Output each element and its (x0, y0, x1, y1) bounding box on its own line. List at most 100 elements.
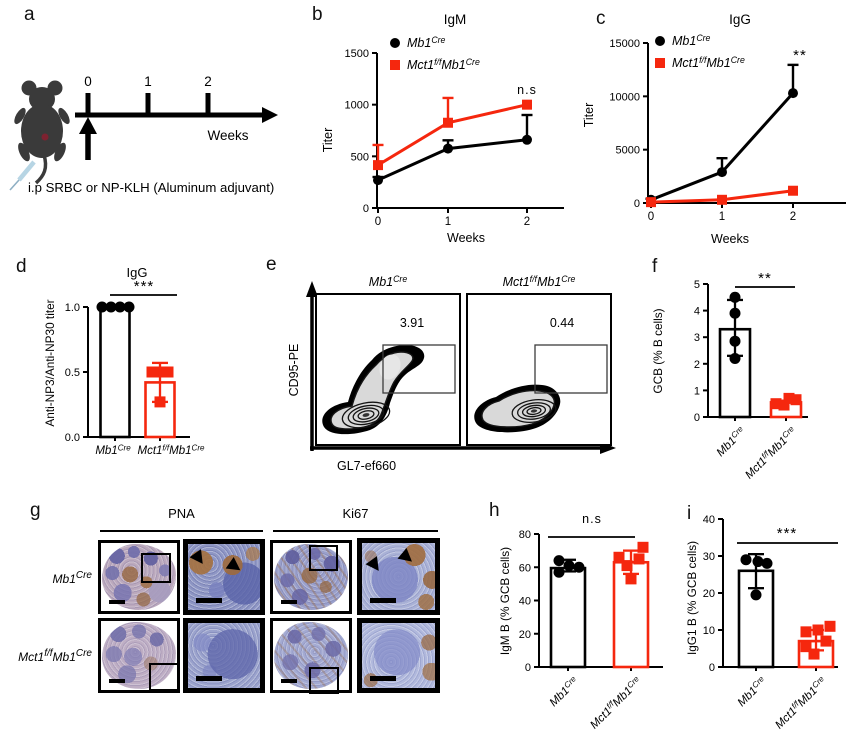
data-point-circle (573, 561, 585, 573)
ihc-column-header-pna: PNA (168, 506, 195, 521)
data-point-square (522, 99, 532, 110)
gcb-gate-knockout (534, 344, 608, 394)
chart-title: IgG (729, 12, 751, 27)
x-category-label: Mb1Cre (95, 443, 131, 457)
x-tick-label: 2 (790, 211, 796, 223)
gate-value-control: 3.91 (400, 316, 424, 330)
x-category-label: Mct1f/fMb1Cre (138, 443, 206, 457)
data-point-square (146, 366, 158, 378)
y-axis-label: IgG1 B (% GCB cells) (685, 541, 699, 655)
flow-x-axis-label: GL7-ef660 (337, 459, 396, 473)
timeline-tick-2: 2 (204, 74, 212, 89)
legend-label: Mct1f/fMb1Cre (407, 57, 480, 72)
x-category-label: Mb1Cre (546, 674, 581, 709)
gate-value-knockout: 0.44 (550, 316, 574, 330)
y-tick-label: 0.5 (65, 367, 80, 379)
data-point-square (800, 626, 812, 638)
data-point-circle (740, 554, 752, 566)
np3-np30-ratio-bar-chart: 0.0 0.5 1.0 IgG Anti-NP3/Anti-NP30 titer Mb1C… (43, 265, 206, 457)
y-tick-label: 0 (694, 412, 700, 424)
flow-y-axis-label: CD95-PE (287, 344, 301, 397)
data-point-circle (522, 134, 532, 145)
inset-box (309, 545, 338, 571)
data-point-circle (390, 38, 400, 48)
panel-letter-g: g (30, 500, 41, 521)
inset-box (149, 663, 179, 691)
injection-site-dot (41, 133, 49, 141)
panel-letter-f: f (652, 256, 658, 277)
significance-annotation: n.s (582, 512, 602, 526)
data-point-square (613, 551, 625, 563)
flow-cytometry-panel: 3.91 0.44 Mb1Cre Mct1f/fMb1Cre CD95-PE G… (287, 274, 616, 473)
data-point-circle (373, 175, 383, 186)
data-point-circle (553, 566, 565, 578)
series-line-knockout (377, 103, 528, 167)
gcb-gate-control (382, 344, 456, 394)
chart-title: IgG (127, 265, 148, 280)
data-point-square (625, 573, 637, 585)
scale-bar (370, 676, 396, 681)
ihc-column-header-ki67: Ki67 (342, 506, 369, 521)
flow-contour-knockout (474, 384, 561, 433)
y-tick-label: 20 (519, 629, 531, 641)
data-point-circle (96, 301, 108, 313)
tissue-section (102, 622, 176, 689)
ihc-header-underline-ki67 (273, 530, 438, 532)
timeline: 0 1 2 Weeks (75, 74, 278, 160)
y-tick-label: 0 (634, 198, 640, 210)
tissue-section (274, 622, 348, 689)
data-point-circle (788, 88, 798, 99)
y-axis-label: Titer (582, 103, 596, 128)
data-point-square (443, 117, 453, 128)
scale-bar (196, 598, 222, 603)
ihc-row-label-control: Mb1Cre (52, 570, 92, 586)
inset-box (141, 553, 171, 583)
igm-gcb-bar-chart: 0 20 40 60 80 IgM B (% GCB cells) Mb1CreMct1f/… (498, 512, 663, 731)
data-point-circle (123, 301, 135, 313)
ihc-image-pna-zoom-knockout (183, 618, 265, 693)
data-point-circle (553, 555, 565, 567)
scale-bar (109, 679, 125, 683)
y-tick-label: 40 (519, 596, 531, 608)
data-point-square (790, 394, 802, 406)
ihc-panel: PNA Ki67 Mb1Cre Mct1f/fMb1Cre (18, 500, 500, 738)
tissue-section (188, 623, 260, 688)
data-point-square (788, 185, 798, 196)
data-point-square (655, 58, 665, 68)
bar-control (549, 566, 587, 669)
panel-letter-e: e (266, 254, 277, 275)
y-tick-label: 10 (703, 625, 715, 637)
data-point-square (783, 392, 795, 404)
data-point-square (824, 620, 836, 632)
chart-title: IgM (444, 12, 467, 27)
ihc-row-label-knockout: Mct1f/fMb1Cre (18, 648, 92, 664)
tissue-section (362, 623, 435, 688)
data-point-circle (443, 143, 453, 154)
data-point-square (717, 194, 727, 205)
panel-letter-b: b (312, 4, 323, 25)
inset-box (309, 667, 339, 694)
legend-label: Mb1Cre (672, 33, 711, 48)
y-tick-label: 1000 (345, 100, 369, 112)
scale-bar (370, 598, 396, 603)
significance-annotation: n.s (517, 83, 537, 97)
x-axis-label: Weeks (447, 231, 485, 245)
scale-bar (109, 600, 125, 604)
y-axis-label: Titer (321, 128, 335, 153)
panel-letter-i: i (687, 503, 692, 524)
y-tick-label: 1.0 (65, 302, 80, 314)
series-line-control (650, 92, 795, 202)
ihc-image-pna-zoom-control (183, 539, 265, 615)
scale-bar (281, 600, 297, 604)
flow-title-control: Mb1Cre (369, 274, 408, 289)
x-category-label: Mb1Cre (713, 424, 748, 459)
immunization-scheme: 0 1 2 Weeks i.p SRBC or NP-KLH (Aluminum… (9, 74, 278, 195)
ihc-image-pna-overview-knockout (98, 618, 180, 693)
y-tick-label: 0 (525, 662, 531, 674)
panel-letter-c: c (596, 8, 606, 29)
y-tick-label: 0 (709, 662, 715, 674)
data-point-square (820, 635, 832, 647)
data-point-square (390, 60, 400, 70)
timeline-tick-1: 1 (144, 74, 152, 89)
y-tick-label: 0 (363, 203, 369, 215)
